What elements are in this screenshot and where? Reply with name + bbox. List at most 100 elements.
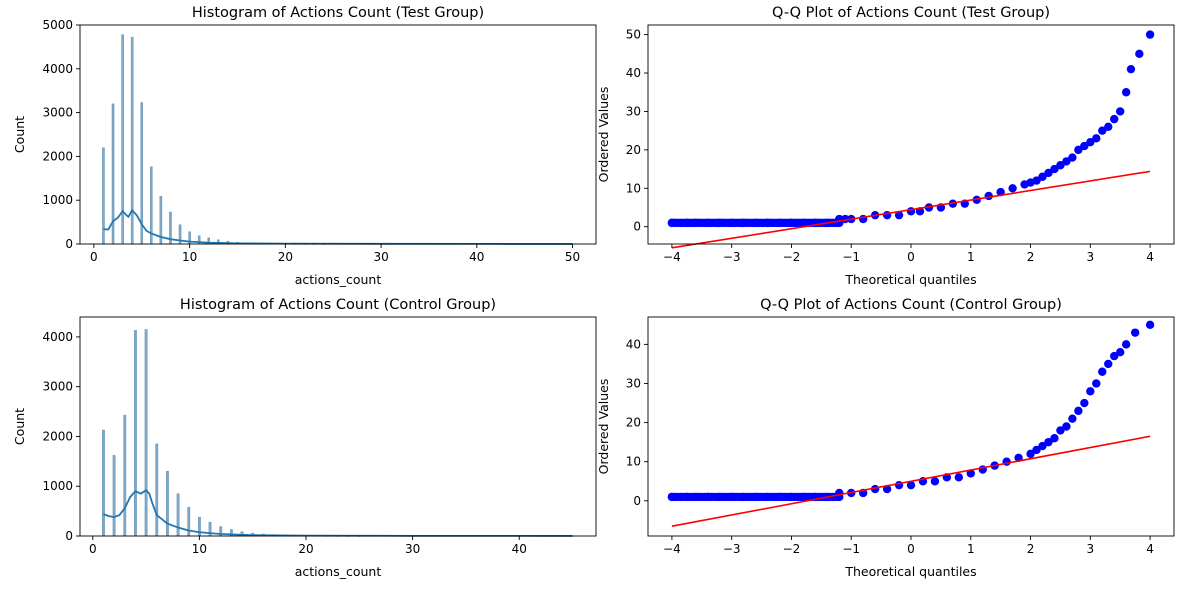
histogram-bar — [134, 330, 137, 537]
x-axis-label: actions_count — [295, 272, 382, 287]
qq-point — [1038, 172, 1047, 181]
reference-line — [671, 435, 1151, 528]
qq-point — [1086, 387, 1095, 396]
kde-curve — [103, 208, 573, 245]
x-tick-label: −3 — [723, 542, 741, 556]
x-tick-label: 10 — [182, 250, 197, 264]
plot-area — [667, 30, 1155, 249]
y-axis-label: Ordered Values — [596, 87, 611, 183]
x-tick-label: 40 — [469, 250, 484, 264]
qq-point — [1135, 49, 1144, 59]
qq-point — [1145, 30, 1155, 39]
qq-point — [1044, 168, 1053, 178]
qq-point — [966, 469, 975, 478]
plot-area — [102, 34, 573, 245]
qq-point — [1098, 126, 1107, 135]
qq-point — [1126, 64, 1136, 74]
qq-point — [1145, 320, 1155, 330]
x-tick-label: 0 — [90, 250, 98, 264]
y-tick-label: 3000 — [42, 380, 73, 394]
y-tick-label: 10 — [626, 455, 641, 469]
test-group-qq-plot: Q-Q Plot of Actions Count (Test Group) T… — [596, 5, 1175, 287]
x-tick-label: 50 — [565, 250, 580, 264]
y-tick-label: 30 — [626, 104, 641, 118]
qq-point — [1104, 359, 1113, 369]
qq-point — [1062, 157, 1071, 166]
x-tick-label: 2 — [1027, 250, 1035, 264]
y-tick-label: 3000 — [42, 106, 73, 120]
y-tick-label: 4000 — [42, 62, 73, 76]
axes-frame — [79, 24, 597, 245]
chart-title: Histogram of Actions Count (Control Grou… — [180, 297, 496, 313]
chart-title: Q-Q Plot of Actions Count (Control Group… — [760, 297, 1062, 313]
qq-point — [1110, 114, 1119, 124]
x-tick-label: −1 — [842, 250, 860, 264]
qq-point — [1116, 107, 1125, 116]
x-tick-label: 3 — [1086, 542, 1094, 556]
qq-point — [1050, 434, 1059, 443]
y-tick-label: 1000 — [42, 193, 73, 207]
qq-point — [882, 484, 892, 494]
x-tick-label: 0 — [907, 542, 915, 556]
x-tick-label: 3 — [1086, 250, 1094, 264]
test-group-histogram: Histogram of Actions Count (Test Group) … — [12, 5, 597, 287]
y-tick-label: 10 — [626, 181, 641, 195]
x-tick-label: −3 — [723, 250, 741, 264]
plot-area — [667, 320, 1155, 528]
x-tick-label: 4 — [1146, 542, 1154, 556]
histogram-bar — [144, 329, 148, 537]
qq-point — [1121, 340, 1131, 349]
qq-point — [1092, 379, 1101, 388]
y-tick-label: 2000 — [42, 429, 73, 443]
axes-frame — [79, 316, 597, 537]
y-tick-label: 0 — [65, 237, 73, 251]
y-axis-label: Count — [12, 408, 27, 445]
x-tick-label: 0 — [907, 250, 915, 264]
qq-point — [1050, 164, 1059, 174]
histogram-bar — [166, 471, 169, 537]
x-axis-label: Theoretical quantiles — [844, 272, 976, 287]
x-tick-label: −4 — [663, 250, 681, 264]
qq-point — [1062, 422, 1071, 431]
qq-point — [1098, 367, 1107, 376]
reference-line — [671, 170, 1151, 249]
x-tick-label: 4 — [1146, 250, 1154, 264]
chart-title: Histogram of Actions Count (Test Group) — [192, 5, 484, 21]
y-tick-label: 1000 — [42, 479, 73, 493]
y-tick-label: 30 — [626, 376, 641, 390]
qq-point — [1074, 145, 1083, 155]
y-tick-label: 2000 — [42, 149, 73, 163]
x-axis-label: Theoretical quantiles — [844, 564, 976, 579]
qq-point — [894, 210, 904, 220]
qq-point — [1032, 176, 1041, 185]
chart-title: Q-Q Plot of Actions Count (Test Group) — [772, 5, 1050, 21]
qq-point — [1080, 398, 1089, 408]
x-tick-label: 10 — [192, 542, 207, 556]
histogram-bar — [176, 493, 180, 537]
x-tick-label: 2 — [1027, 542, 1035, 556]
control-group-histogram: Histogram of Actions Count (Control Grou… — [12, 297, 597, 579]
qq-point — [906, 480, 916, 490]
plot-area — [102, 329, 573, 537]
histogram-bar — [112, 455, 116, 537]
qq-point — [1032, 445, 1041, 455]
qq-point — [1121, 88, 1131, 97]
x-tick-label: −4 — [663, 542, 681, 556]
y-tick-label: 20 — [626, 143, 641, 157]
y-axis-label: Count — [12, 116, 27, 153]
y-tick-label: 0 — [65, 529, 73, 543]
qq-point — [1074, 406, 1083, 416]
control-group-qq-plot: Q-Q Plot of Actions Count (Control Group… — [596, 297, 1175, 579]
y-tick-label: 50 — [626, 28, 641, 42]
histogram-bar — [155, 443, 159, 537]
x-tick-label: 0 — [89, 542, 97, 556]
qq-point — [954, 473, 964, 482]
qq-point — [1044, 437, 1053, 447]
qq-point — [1080, 141, 1089, 151]
y-tick-label: 0 — [633, 494, 641, 508]
x-tick-label: 30 — [405, 542, 420, 556]
x-tick-label: 1 — [967, 250, 975, 264]
qq-point — [1092, 134, 1101, 143]
x-axis-label: actions_count — [295, 564, 382, 579]
